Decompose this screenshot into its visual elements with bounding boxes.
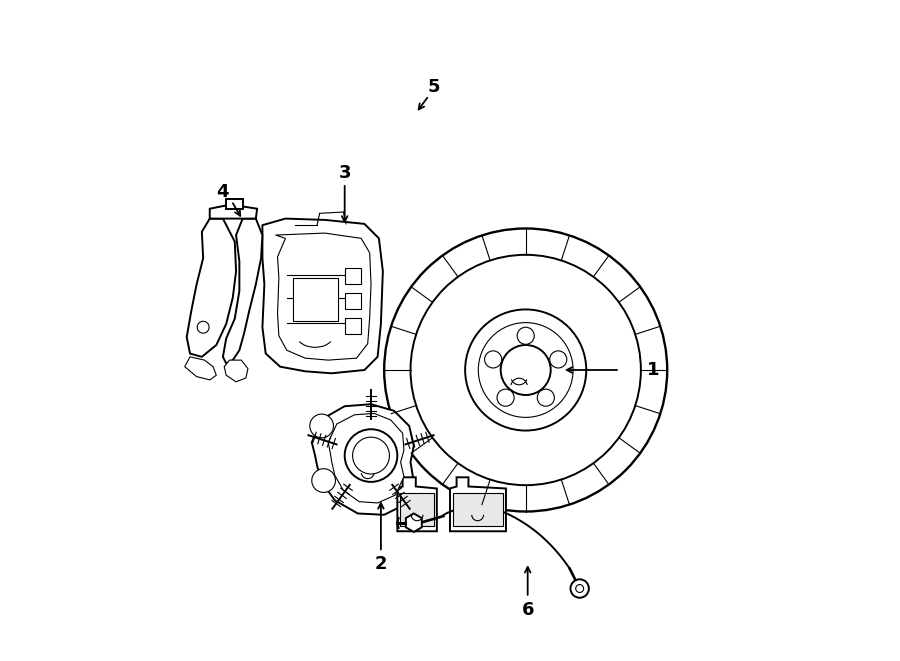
Text: 1: 1 [646, 361, 659, 379]
Circle shape [550, 351, 567, 368]
Text: 2: 2 [374, 555, 387, 573]
Polygon shape [345, 268, 361, 284]
Polygon shape [406, 514, 422, 532]
Circle shape [465, 309, 586, 430]
Circle shape [497, 389, 514, 407]
Circle shape [311, 469, 336, 492]
Polygon shape [345, 318, 361, 334]
Text: 4: 4 [217, 183, 230, 201]
Circle shape [576, 584, 583, 592]
Polygon shape [263, 219, 382, 373]
Polygon shape [311, 405, 414, 515]
Circle shape [500, 345, 551, 395]
Circle shape [478, 323, 573, 417]
Polygon shape [223, 219, 263, 364]
Polygon shape [328, 413, 404, 503]
Polygon shape [450, 477, 506, 531]
Circle shape [384, 229, 667, 512]
Polygon shape [275, 233, 371, 360]
Polygon shape [293, 278, 338, 321]
Circle shape [353, 437, 390, 474]
Polygon shape [453, 493, 503, 526]
Polygon shape [226, 199, 243, 209]
Polygon shape [400, 493, 434, 526]
Polygon shape [184, 357, 216, 380]
Polygon shape [345, 293, 361, 309]
Text: 6: 6 [521, 602, 534, 619]
Text: 5: 5 [428, 78, 440, 96]
Polygon shape [210, 206, 257, 219]
Circle shape [410, 254, 641, 485]
Circle shape [310, 414, 334, 438]
Circle shape [537, 389, 554, 407]
Circle shape [345, 429, 397, 482]
Circle shape [484, 351, 501, 368]
Text: 3: 3 [338, 163, 351, 182]
Polygon shape [224, 360, 248, 382]
Circle shape [518, 327, 535, 344]
Polygon shape [397, 477, 436, 531]
Circle shape [571, 579, 589, 598]
Polygon shape [186, 219, 236, 357]
